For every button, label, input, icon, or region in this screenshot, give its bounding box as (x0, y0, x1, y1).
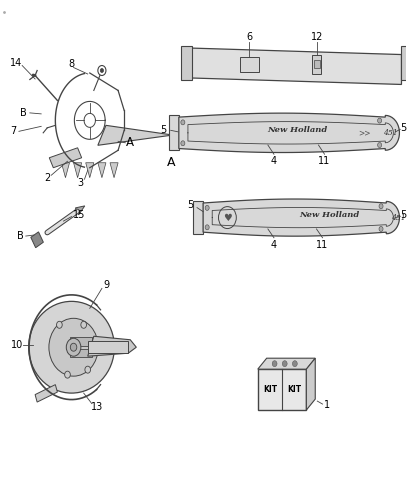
Text: 13: 13 (91, 402, 103, 412)
Polygon shape (203, 199, 399, 236)
Circle shape (64, 371, 70, 378)
Polygon shape (179, 113, 399, 152)
Polygon shape (98, 126, 175, 146)
Text: New Holland: New Holland (267, 126, 327, 134)
Text: KIT: KIT (263, 385, 277, 394)
Text: New Holland: New Holland (299, 211, 360, 219)
Ellipse shape (29, 302, 114, 393)
Polygon shape (191, 48, 401, 84)
Text: 14: 14 (10, 58, 22, 68)
Text: 5: 5 (187, 200, 193, 210)
Polygon shape (110, 162, 118, 178)
Text: 11: 11 (317, 240, 329, 250)
Text: A: A (126, 136, 134, 149)
Text: 5: 5 (160, 126, 166, 136)
FancyBboxPatch shape (69, 350, 92, 357)
Circle shape (272, 360, 277, 366)
Circle shape (70, 343, 77, 351)
Text: 12: 12 (310, 32, 323, 42)
Text: A: A (167, 156, 176, 169)
FancyBboxPatch shape (239, 57, 259, 72)
Text: ♥: ♥ (223, 212, 232, 222)
Text: 6: 6 (246, 32, 252, 42)
Polygon shape (62, 162, 69, 178)
Text: 8: 8 (69, 59, 75, 69)
Text: 10: 10 (11, 340, 23, 349)
Circle shape (205, 206, 209, 210)
Polygon shape (73, 162, 82, 178)
Text: >>: >> (358, 128, 370, 138)
Circle shape (57, 322, 62, 328)
Polygon shape (306, 358, 315, 410)
FancyBboxPatch shape (169, 116, 179, 150)
FancyBboxPatch shape (401, 46, 408, 80)
Circle shape (181, 141, 185, 146)
Circle shape (377, 142, 381, 148)
Text: KIT: KIT (287, 385, 301, 394)
Text: 11: 11 (318, 156, 331, 166)
Circle shape (181, 120, 185, 125)
Circle shape (91, 348, 97, 356)
Circle shape (379, 204, 383, 208)
FancyBboxPatch shape (314, 60, 320, 68)
Text: 15: 15 (73, 210, 86, 220)
Circle shape (66, 338, 81, 356)
FancyBboxPatch shape (313, 55, 322, 74)
Text: 1: 1 (324, 400, 330, 410)
Circle shape (205, 225, 209, 230)
Circle shape (85, 366, 91, 373)
Polygon shape (49, 148, 82, 168)
Text: 5: 5 (400, 210, 407, 220)
FancyBboxPatch shape (88, 341, 128, 353)
Polygon shape (75, 206, 85, 215)
Polygon shape (35, 384, 58, 402)
Text: 2: 2 (44, 173, 50, 183)
Text: 4: 4 (271, 240, 277, 250)
FancyBboxPatch shape (69, 337, 92, 345)
Text: 4: 4 (271, 156, 277, 166)
FancyBboxPatch shape (193, 202, 203, 234)
Text: 5: 5 (400, 123, 407, 133)
Text: 451: 451 (383, 129, 398, 137)
Circle shape (100, 68, 104, 72)
Ellipse shape (49, 318, 98, 376)
Polygon shape (86, 162, 94, 178)
Text: 7: 7 (10, 126, 16, 136)
Polygon shape (31, 232, 43, 248)
Circle shape (379, 226, 383, 232)
Circle shape (282, 360, 287, 366)
Circle shape (81, 322, 86, 328)
Text: 451: 451 (391, 214, 406, 222)
Text: 9: 9 (103, 280, 109, 290)
Text: B: B (17, 231, 24, 241)
Text: 3: 3 (78, 178, 84, 188)
FancyBboxPatch shape (258, 369, 306, 410)
Polygon shape (258, 358, 315, 369)
Polygon shape (88, 336, 136, 356)
Text: B: B (20, 108, 27, 118)
Circle shape (377, 118, 381, 123)
FancyBboxPatch shape (181, 46, 192, 80)
Polygon shape (98, 162, 106, 178)
Circle shape (293, 360, 297, 366)
